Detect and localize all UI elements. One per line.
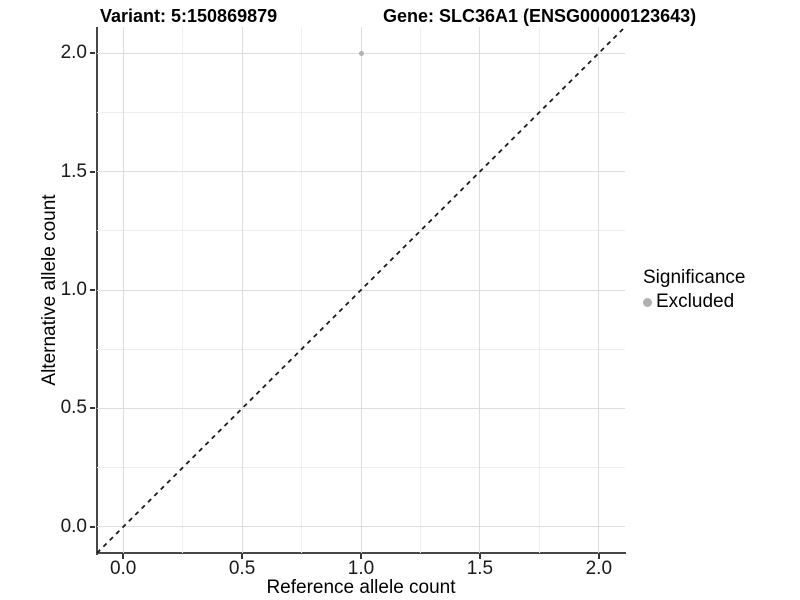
legend-title: Significance [643, 267, 746, 288]
x-tick-label: 0.5 [228, 558, 256, 579]
y-axis-tick [90, 170, 95, 173]
x-tick-label: 1.5 [466, 558, 494, 579]
x-tick-label: 2.0 [585, 558, 613, 579]
x-axis-tick [122, 554, 125, 559]
y-tick-label: 0.0 [60, 515, 87, 537]
x-tick-label: 0.0 [109, 558, 137, 579]
gridline-major-horizontal [97, 407, 625, 409]
excluded-point-icon [643, 297, 652, 307]
plot-panel: 0.0 0.5 1.0 1.5 2.0 0.0 0.5 1.0 1.5 2.0 [61, 27, 626, 579]
gene-title: Gene: SLC36A1 (ENSG00000123643) [383, 6, 697, 26]
x-axis-title: Reference allele count [266, 577, 456, 598]
x-axis-line [96, 552, 626, 554]
y-tick-label: 2.0 [60, 42, 87, 64]
y-tick-label: 1.5 [60, 160, 87, 182]
x-axis-tick [478, 554, 481, 559]
x-axis-tick [360, 554, 362, 559]
y-axis-tick [90, 289, 95, 291]
x-axis-tick [241, 554, 244, 559]
legend: Significance Excluded [643, 266, 745, 313]
x-axis-tick [597, 554, 600, 559]
x-tick-label: 1.0 [347, 558, 375, 579]
legend-item-excluded: Excluded [643, 291, 745, 313]
y-tick-label: 1.0 [60, 279, 87, 300]
y-axis-title: Alternative allele count [39, 194, 60, 386]
y-tick-label: 0.5 [60, 397, 87, 419]
y-axis-tick [90, 525, 95, 528]
data-point-excluded [358, 50, 364, 56]
y-axis-tick [90, 407, 95, 410]
variant-title: Variant: 5:150869879 [100, 6, 278, 26]
gridline-major-horizontal [97, 526, 625, 528]
y-axis-line [96, 27, 98, 555]
identity-reference-line [97, 27, 625, 553]
gridline-major-horizontal [97, 171, 625, 173]
y-axis-tick [90, 52, 95, 55]
legend-item-label: Excluded [656, 291, 735, 312]
